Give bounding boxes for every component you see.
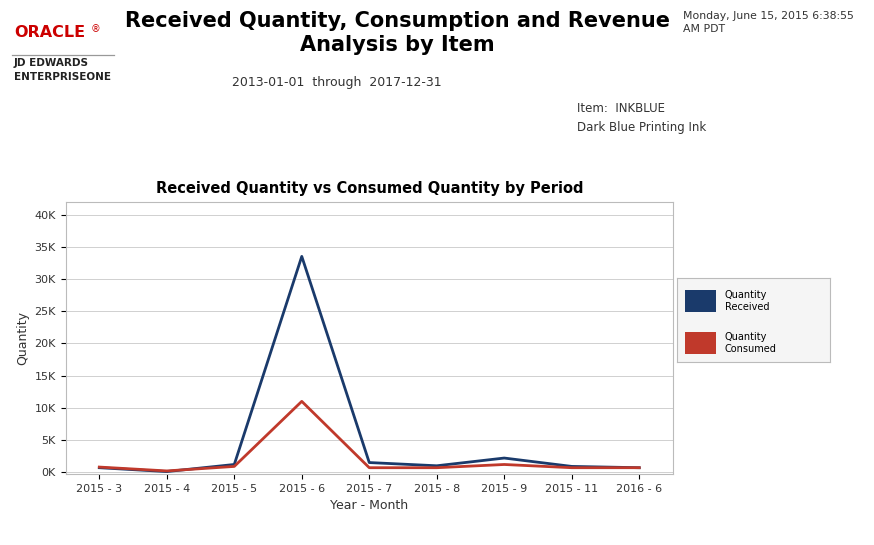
- Bar: [685, 290, 716, 312]
- Text: Quantity
Consumed: Quantity Consumed: [725, 332, 777, 354]
- Title: Received Quantity vs Consumed Quantity by Period: Received Quantity vs Consumed Quantity b…: [156, 181, 583, 196]
- Text: Quantity
Received: Quantity Received: [725, 290, 769, 312]
- Text: Item:  INKBLUE: Item: INKBLUE: [577, 102, 665, 116]
- Text: JD EDWARDS: JD EDWARDS: [14, 58, 89, 68]
- Text: Monday, June 15, 2015 6:38:55
AM PDT: Monday, June 15, 2015 6:38:55 AM PDT: [683, 11, 855, 34]
- Text: ®: ®: [91, 25, 101, 34]
- Text: ENTERPRISEONE: ENTERPRISEONE: [14, 72, 111, 82]
- X-axis label: Year - Month: Year - Month: [330, 499, 408, 512]
- Text: 2013-01-01  through  2017-12-31: 2013-01-01 through 2017-12-31: [232, 76, 441, 89]
- Bar: [685, 332, 716, 354]
- Text: ORACLE: ORACLE: [14, 25, 85, 40]
- Y-axis label: Quantity: Quantity: [16, 311, 29, 365]
- Text: Received Quantity, Consumption and Revenue
Analysis by Item: Received Quantity, Consumption and Reven…: [125, 11, 670, 55]
- Text: Dark Blue Printing Ink: Dark Blue Printing Ink: [577, 121, 706, 134]
